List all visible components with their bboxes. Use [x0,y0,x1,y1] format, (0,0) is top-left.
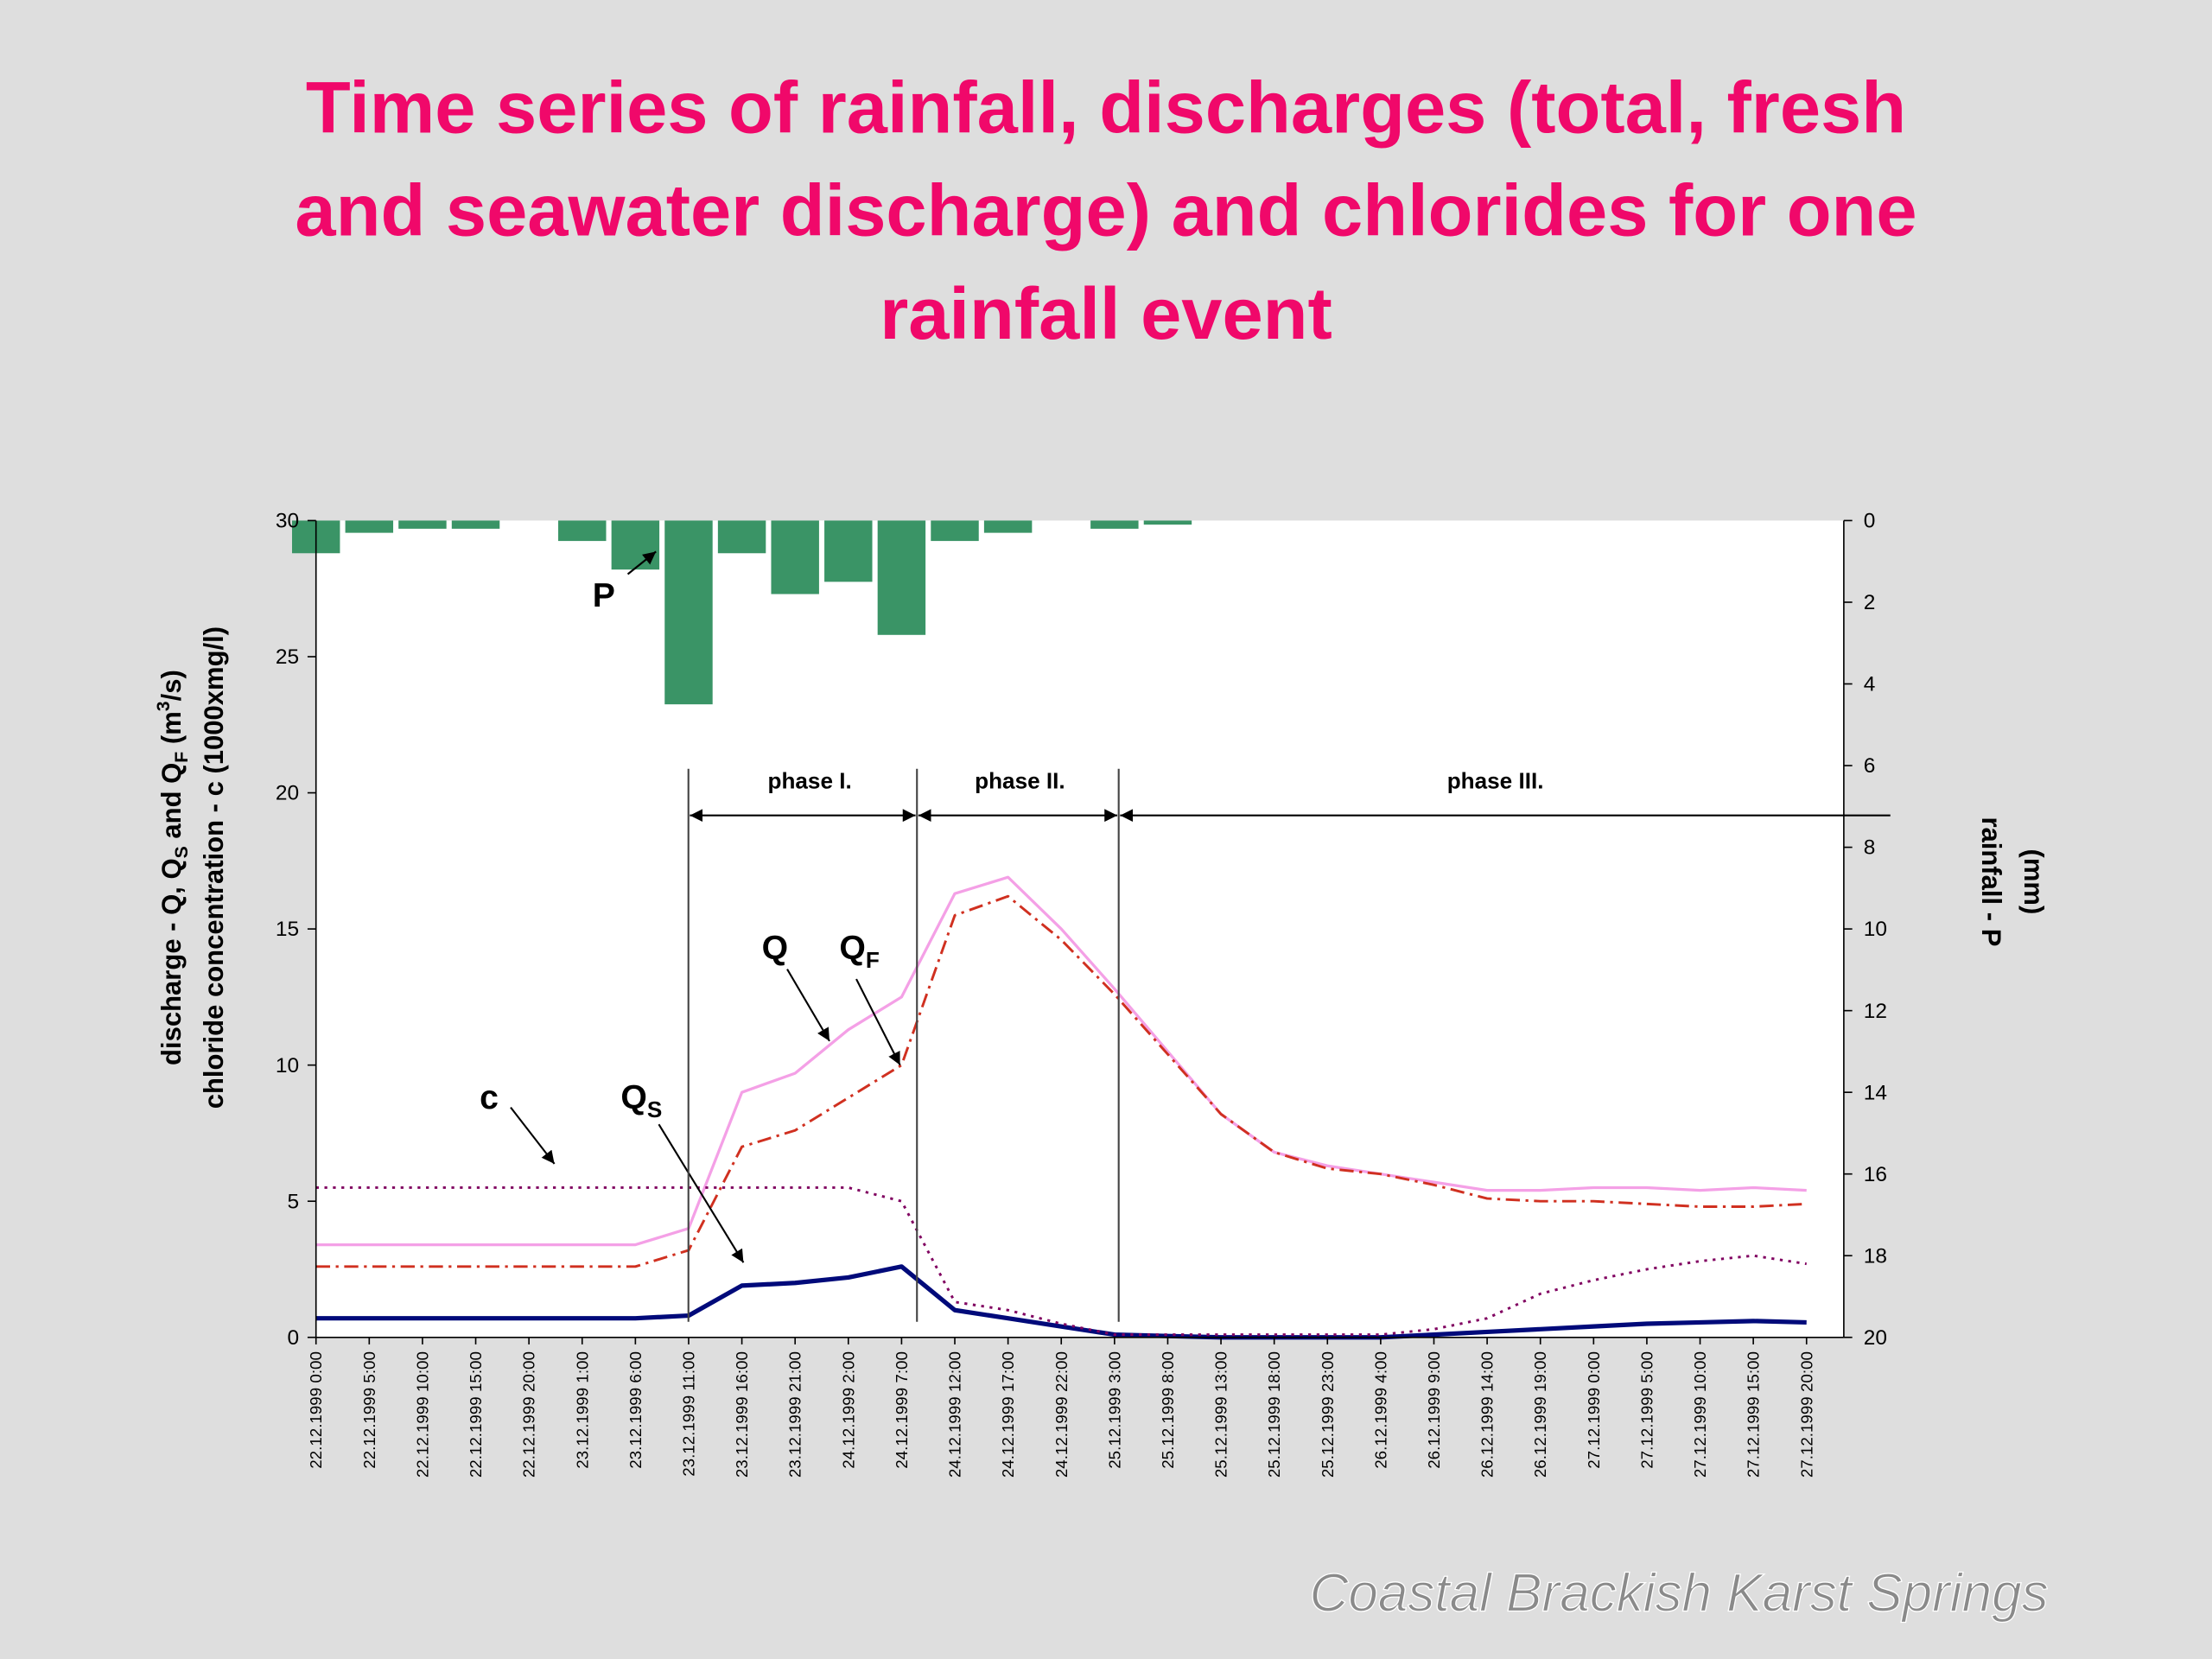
y2-axis-label: rainfall - P (mm) [1976,817,2049,946]
x-tick-label: 27.12.1999 0:00 [1585,1351,1603,1469]
annotation-arrow [658,1123,745,1263]
rain-bar [451,520,500,529]
x-tick-label: 23.12.1999 11:00 [680,1351,698,1477]
x-tick-label: 25.12.1999 3:00 [1105,1351,1123,1469]
annotation-arrow [510,1106,556,1165]
title-line: and seawater discharge) and chlorides fo… [295,169,1916,251]
series-line [315,1264,1807,1340]
y2-tick-label: 14 [1864,1081,1887,1104]
x-tick-label: 26.12.1999 14:00 [1478,1351,1497,1478]
plot-area [315,520,1844,1338]
x-tick-label: 25.12.1999 13:00 [1212,1351,1230,1478]
y2-tick-label: 18 [1864,1244,1887,1268]
y2-tick-label: 8 [1864,836,1876,860]
x-tick-label: 27.12.1999 10:00 [1691,1351,1709,1478]
series-line [315,875,1807,1247]
rain-bar [717,520,766,554]
y-tick-label: 25 [276,645,299,669]
footer: Coastal Brackish Karst Springs [1310,1563,2049,1623]
x-tick-label: 26.12.1999 4:00 [1371,1351,1389,1469]
x-tick-label: 25.12.1999 18:00 [1265,1351,1283,1478]
x-tick-label: 25.12.1999 23:00 [1319,1351,1337,1478]
phase-label: phase III. [1447,768,1544,794]
annotation-arrow [855,978,901,1066]
x-tick-label: 26.12.1999 19:00 [1531,1351,1549,1478]
rain-bar [664,520,713,705]
annotation-arrow [626,550,657,575]
phase-label: phase II. [975,768,1065,794]
x-tick-label: 24.12.1999 2:00 [839,1351,857,1469]
rain-bar [824,520,873,582]
x-tick-label: 22.12.1999 20:00 [520,1351,538,1478]
rain-bar [398,520,447,529]
y-label-line: chloride concentration - c (1000xmg/l) [199,626,229,1109]
x-tick-label: 22.12.1999 5:00 [360,1351,378,1469]
y2-tick-label: 6 [1864,754,1876,778]
x-tick-label: 22.12.1999 15:00 [467,1351,485,1478]
x-tick-label: 23.12.1999 16:00 [733,1351,751,1478]
y2-tick-label: 12 [1864,1000,1887,1023]
annotation: c [480,1079,499,1116]
x-tick-label: 22.12.1999 0:00 [307,1351,325,1469]
x-tick-label: 24.12.1999 22:00 [1052,1351,1071,1478]
y2-tick-label: 0 [1864,510,1876,533]
y2-label-line: rainfall - P [1976,817,2006,946]
x-tick-label: 26.12.1999 9:00 [1425,1351,1443,1469]
x-tick-label: 22.12.1999 10:00 [413,1351,431,1478]
x-tick-label: 24.12.1999 12:00 [946,1351,964,1478]
x-tick-label: 24.12.1999 7:00 [893,1351,911,1469]
y-tick-label: 30 [276,510,299,533]
x-tick-label: 27.12.1999 5:00 [1637,1351,1656,1469]
annotation: QF [839,930,879,973]
rain-bar [611,520,660,570]
annotation: P [593,577,615,614]
y-label-line: discharge - Q, QS and QF (m3/s) [154,670,192,1065]
y-tick-label: 0 [288,1326,300,1350]
annotation: Q [762,930,788,967]
phase-label: phase I. [768,768,852,794]
y-tick-label: 5 [288,1190,300,1213]
x-tick-label: 23.12.1999 21:00 [786,1351,804,1478]
x-tick-label: 23.12.1999 6:00 [626,1351,645,1469]
y-tick-label: 15 [276,918,299,941]
y-tick-label: 20 [276,782,299,805]
rain-bar [931,520,979,542]
rain-bar [877,520,926,635]
y-tick-label: 10 [276,1054,299,1077]
annotation: QS [620,1079,662,1122]
y2-tick-label: 16 [1864,1163,1887,1186]
rain-bar [1090,520,1139,529]
x-tick-label: 25.12.1999 8:00 [1159,1351,1177,1469]
x-tick-label: 27.12.1999 15:00 [1745,1351,1763,1478]
x-tick-label: 27.12.1999 20:00 [1797,1351,1815,1478]
rain-bar [1143,520,1192,525]
rain-bar [771,520,819,594]
rain-bar [558,520,607,542]
y2-tick-label: 10 [1864,918,1887,941]
x-tick-label: 23.12.1999 1:00 [573,1351,591,1469]
title-line: rainfall event [880,272,1332,354]
y2-tick-label: 20 [1864,1326,1887,1350]
y2-tick-label: 2 [1864,591,1876,614]
x-tick-label: 24.12.1999 17:00 [999,1351,1017,1478]
y2-tick-label: 4 [1864,673,1876,696]
y-axis-label: discharge - Q, QS and QF (m3/s) chloride… [154,626,229,1109]
rain-bar [983,520,1033,533]
annotation-arrow [786,969,830,1042]
y2-label-line: (mm) [2018,849,2049,914]
rain-bar [345,520,394,533]
title-line: Time series of rainfall, discharges (tot… [306,66,1906,148]
